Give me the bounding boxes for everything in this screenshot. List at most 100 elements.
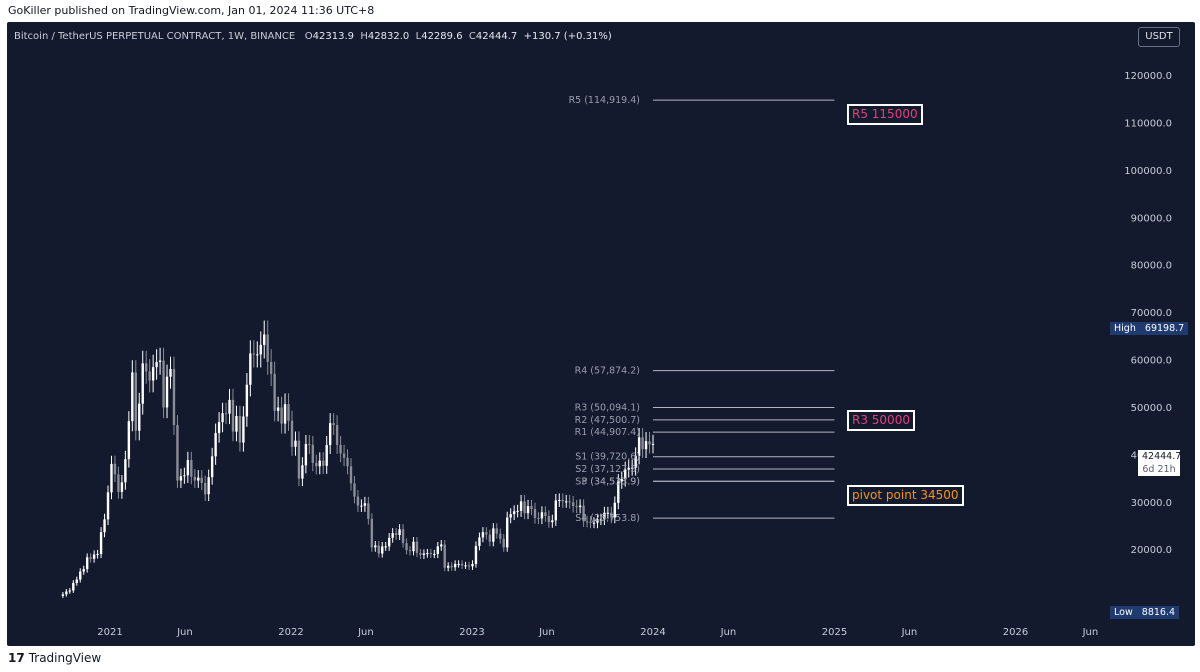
candle-body	[346, 457, 349, 467]
candle-body	[405, 543, 408, 551]
candle-body	[443, 544, 446, 568]
candle-body	[287, 404, 290, 421]
x-tick-label: Jun	[357, 627, 374, 638]
candle-body	[474, 545, 478, 564]
candle-body	[235, 416, 238, 432]
candle-body	[381, 546, 384, 554]
candle-body	[551, 520, 554, 523]
candle-body	[610, 512, 613, 518]
y-tick-label: 60000.0	[1131, 356, 1172, 367]
candle-body	[422, 553, 426, 555]
candle-body	[446, 565, 450, 568]
candle-body	[103, 519, 106, 533]
y-tick-label: 120000.0	[1124, 71, 1172, 82]
candle-body	[526, 506, 530, 514]
pivot-annotation[interactable]: pivot point 34500	[847, 485, 964, 506]
candle-body	[92, 554, 96, 559]
pivot-levels-group: R5 (114,919.4) R4 (57,874.2) R3 (50,094.1)…	[569, 95, 835, 524]
currency-button[interactable]: USDT	[1138, 27, 1180, 47]
candle-body	[172, 369, 176, 426]
candle-body	[280, 407, 283, 424]
candle-body	[148, 371, 151, 381]
candle-body	[637, 437, 641, 456]
candle-body	[89, 557, 92, 559]
candle-body	[453, 563, 457, 568]
r5-annotation[interactable]: R5 115000	[847, 104, 923, 125]
x-tick-label: 2023	[459, 627, 484, 638]
symbol-name[interactable]: Bitcoin / TetherUS PERPETUAL CONTRACT, 1…	[14, 31, 296, 42]
candle-body	[99, 532, 103, 554]
change-value: +130.7 (+0.31%)	[523, 31, 612, 42]
candle-body	[523, 501, 526, 514]
candle-body	[183, 475, 186, 477]
candle-body	[429, 553, 433, 555]
pivot-label: R3 (50,094.1)	[575, 403, 640, 414]
candle-body	[627, 467, 630, 470]
candle-body	[561, 499, 564, 502]
candle-body	[283, 404, 287, 424]
candle-body	[190, 460, 193, 477]
candle-body	[630, 467, 634, 469]
candle-body	[460, 563, 464, 566]
candle-body	[61, 594, 65, 596]
candle-body	[540, 512, 544, 519]
candle-body	[304, 443, 308, 466]
tv-brand-text: TradingView	[28, 651, 102, 665]
candle-body	[391, 533, 394, 538]
candle-body	[450, 565, 453, 568]
candle-body	[82, 569, 85, 572]
y-tick-label: 20000.0	[1131, 545, 1172, 556]
candle-body	[231, 399, 235, 432]
candle-body	[651, 443, 655, 445]
candle-body	[252, 353, 256, 355]
candle-body	[106, 492, 110, 520]
candle-body	[72, 582, 75, 591]
candle-body	[297, 440, 301, 479]
candle-body	[596, 519, 599, 523]
candle-body	[544, 512, 547, 517]
candle-body	[197, 477, 200, 481]
candle-body	[457, 563, 460, 565]
candle-body	[224, 413, 228, 415]
candle-body	[481, 532, 485, 538]
x-tick-label: 2021	[97, 627, 122, 638]
low-tag-value: 8816.4	[1141, 607, 1176, 618]
candle-body	[124, 459, 127, 483]
candle-body	[238, 416, 242, 443]
footer-bar	[0, 646, 1200, 672]
candle-body	[502, 538, 505, 548]
y-tick-label: 70000.0	[1131, 308, 1172, 319]
pivot-label: R2 (47,500.7)	[575, 415, 640, 426]
candle-body	[342, 453, 346, 458]
candle-body	[273, 373, 276, 411]
x-tick-label: Jun	[720, 627, 737, 638]
low-tag-label: Low	[1114, 607, 1133, 618]
chart-frame	[7, 22, 1195, 646]
candle-body	[301, 465, 304, 479]
candle-body	[165, 376, 169, 408]
r3-annotation[interactable]: R3 50000	[847, 410, 915, 431]
candle-body	[478, 537, 481, 546]
candle-body	[151, 367, 155, 381]
candle-body	[492, 528, 495, 542]
y-tick-label: 90000.0	[1131, 213, 1172, 224]
candle-body	[471, 563, 474, 567]
candle-body	[200, 477, 203, 483]
last-price-tag: 42444.7 6d 21h	[1138, 450, 1181, 476]
candle-body	[339, 444, 342, 454]
candle-body	[485, 532, 488, 535]
high-tag-value: 69198.7	[1144, 323, 1185, 334]
candle-body	[599, 519, 603, 521]
candle-body	[162, 360, 165, 408]
candle-body	[644, 441, 648, 450]
candle-body	[589, 521, 592, 523]
tradingview-logo[interactable]: 17 TradingView	[8, 651, 101, 665]
y-tick-label: 80000.0	[1131, 261, 1172, 272]
candle-body	[634, 455, 637, 468]
x-tick-label: 2022	[278, 627, 303, 638]
candle-body	[308, 443, 311, 445]
candle-body	[322, 460, 325, 466]
candle-body	[377, 545, 380, 554]
y-tick-label: 50000.0	[1131, 403, 1172, 414]
